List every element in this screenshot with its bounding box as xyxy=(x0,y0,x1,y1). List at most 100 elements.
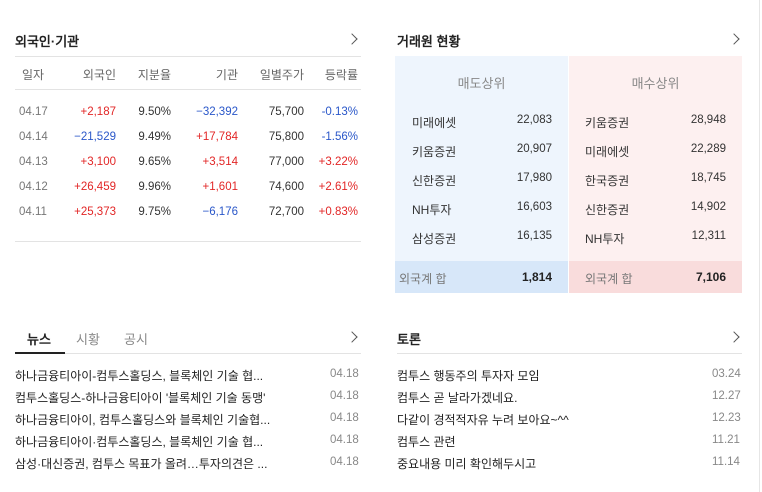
sell-broker-name: NH투자 xyxy=(412,203,452,217)
row-inst: +17,784 xyxy=(196,131,238,143)
discussion-item-date: 11.14 xyxy=(712,456,740,468)
buy-broker-value: 14,902 xyxy=(690,201,726,213)
sell-top-panel xyxy=(395,56,568,293)
news-item-date: 04.18 xyxy=(330,390,359,402)
row-foreign: +2,187 xyxy=(80,106,117,118)
buy-total-value: 7,106 xyxy=(695,270,726,284)
buy-broker-name: 한국증권 xyxy=(585,174,630,188)
buy-broker-name: 신한증권 xyxy=(585,203,630,217)
news-item-date: 04.18 xyxy=(330,456,359,468)
row-date: 04.17 xyxy=(19,106,48,118)
discussion-item-title[interactable]: 컴투스 곧 날라가겠네요. xyxy=(397,391,518,405)
discussion-item-date: 12.27 xyxy=(712,390,741,402)
table-row: 04.11 +25,373 9.75% −6,176 72,700 +0.83% xyxy=(0,206,370,224)
discussion-item-title[interactable]: 중요내용 미리 확인해두시고 xyxy=(397,457,537,471)
row-price: 77,000 xyxy=(268,156,304,168)
row-date: 04.11 xyxy=(19,206,47,218)
discussion-item-date: 12.23 xyxy=(712,412,741,424)
news-item-title[interactable]: 하나금융티아이-컴투스홀딩스, 블록체인 기술 협... xyxy=(15,369,264,383)
discussion-item-title[interactable]: 다같이 경적적자유 누려 보아요~^^ xyxy=(397,413,569,427)
col-header-rate: 등락률 xyxy=(324,68,358,82)
row-foreign: −21,529 xyxy=(74,131,116,143)
row-foreign: +25,373 xyxy=(74,206,116,218)
discussion-title: 토론 xyxy=(397,332,421,347)
row-inst: +3,514 xyxy=(202,156,239,168)
news-item-title[interactable]: 삼성·대신증권, 컴투스 목표가 올려…투자의견은 ... xyxy=(15,457,268,471)
sell-broker-value: 20,907 xyxy=(516,143,552,155)
sell-total-value: 1,814 xyxy=(521,270,552,284)
tab-news[interactable]: 뉴스 xyxy=(27,332,51,347)
news-item-title[interactable]: 하나금융티아이, 컴투스홀딩스와 블록체인 기술협... xyxy=(15,413,271,427)
divider xyxy=(15,89,361,90)
sell-broker-name: 키움증권 xyxy=(412,145,457,159)
row-share: 9.49% xyxy=(138,131,171,143)
row-share: 9.96% xyxy=(138,181,171,193)
buy-broker-name: 미래에셋 xyxy=(585,145,630,159)
row-date: 04.13 xyxy=(19,156,48,168)
discussion-item-date: 11.21 xyxy=(712,434,740,446)
col-header-price: 일별주가 xyxy=(259,68,304,82)
row-date: 04.12 xyxy=(19,181,48,193)
discussion-item-title[interactable]: 컴투스 행동주의 투자자 모임 xyxy=(397,369,540,383)
buy-broker-value: 22,289 xyxy=(690,143,726,155)
sell-broker-name: 미래에셋 xyxy=(412,116,457,130)
panel-edge xyxy=(759,0,760,492)
news-item-date: 04.18 xyxy=(330,368,359,380)
row-rate: +0.83% xyxy=(318,206,358,218)
table-row: 04.12 +26,459 9.96% +1,601 74,600 +2.61% xyxy=(0,181,370,199)
table-row: 04.13 +3,100 9.65% +3,514 77,000 +3.22% xyxy=(0,156,370,174)
divider xyxy=(15,56,361,57)
foreign-inst-title: 외국인·기관 xyxy=(15,34,80,49)
sell-total-bar xyxy=(395,261,568,293)
sell-broker-value: 17,980 xyxy=(516,172,552,184)
buy-broker-name: NH투자 xyxy=(585,232,625,246)
buy-broker-value: 18,745 xyxy=(690,172,726,184)
buy-top-panel xyxy=(569,56,742,293)
sell-broker-value: 16,603 xyxy=(516,201,552,213)
tab-market[interactable]: 시황 xyxy=(76,332,100,347)
sell-broker-value: 22,083 xyxy=(516,114,552,126)
sell-broker-value: 16,135 xyxy=(516,230,552,242)
discussion-item-title[interactable]: 컴투스 관련 xyxy=(397,435,456,449)
buy-broker-value: 12,311 xyxy=(691,230,726,242)
news-item-date: 04.18 xyxy=(330,412,359,424)
divider xyxy=(15,353,361,354)
row-price: 72,700 xyxy=(268,206,304,218)
row-share: 9.50% xyxy=(138,106,171,118)
tab-disclosure[interactable]: 공시 xyxy=(124,332,148,347)
row-share: 9.75% xyxy=(138,206,171,218)
row-price: 75,800 xyxy=(268,131,304,143)
col-header-share: 지분율 xyxy=(137,68,171,82)
buy-top-header: 매수상위 xyxy=(631,76,680,91)
col-header-date: 일자 xyxy=(22,68,45,82)
sell-top-header: 매도상위 xyxy=(457,76,506,91)
buy-total-bar xyxy=(569,261,742,293)
sell-total-label: 외국계 합 xyxy=(399,272,447,286)
foreign-inst-more-icon[interactable] xyxy=(346,33,358,45)
divider xyxy=(397,353,742,354)
row-foreign: +26,459 xyxy=(74,181,116,193)
row-date: 04.14 xyxy=(19,131,48,143)
discussion-more-icon[interactable] xyxy=(728,331,740,343)
row-share: 9.65% xyxy=(138,156,171,168)
news-item-date: 04.18 xyxy=(330,434,359,446)
broker-more-icon[interactable] xyxy=(728,33,740,45)
news-item-title[interactable]: 컴투스홀딩스-하나금융티아이 '블록체인 기술 동맹' xyxy=(15,391,266,405)
discussion-item-date: 03.24 xyxy=(712,368,741,380)
sell-broker-name: 삼성증권 xyxy=(412,232,457,246)
buy-total-label: 외국계 합 xyxy=(585,272,633,286)
divider xyxy=(15,241,361,242)
row-inst: +1,601 xyxy=(202,181,239,193)
row-rate: -0.13% xyxy=(321,106,358,118)
row-price: 75,700 xyxy=(268,106,304,118)
row-price: 74,600 xyxy=(268,181,304,193)
news-more-icon[interactable] xyxy=(346,331,358,343)
news-item-title[interactable]: 하나금융티아이·컴투스홀딩스, 블록체인 기술 협... xyxy=(15,435,264,449)
active-tab-indicator xyxy=(15,352,65,354)
row-inst: −6,176 xyxy=(202,206,239,218)
row-rate: +2.61% xyxy=(318,181,358,193)
buy-broker-value: 28,948 xyxy=(690,114,726,126)
buy-broker-name: 키움증권 xyxy=(585,116,630,130)
col-header-foreign: 외국인 xyxy=(82,68,116,82)
row-rate: -1.56% xyxy=(321,131,358,143)
